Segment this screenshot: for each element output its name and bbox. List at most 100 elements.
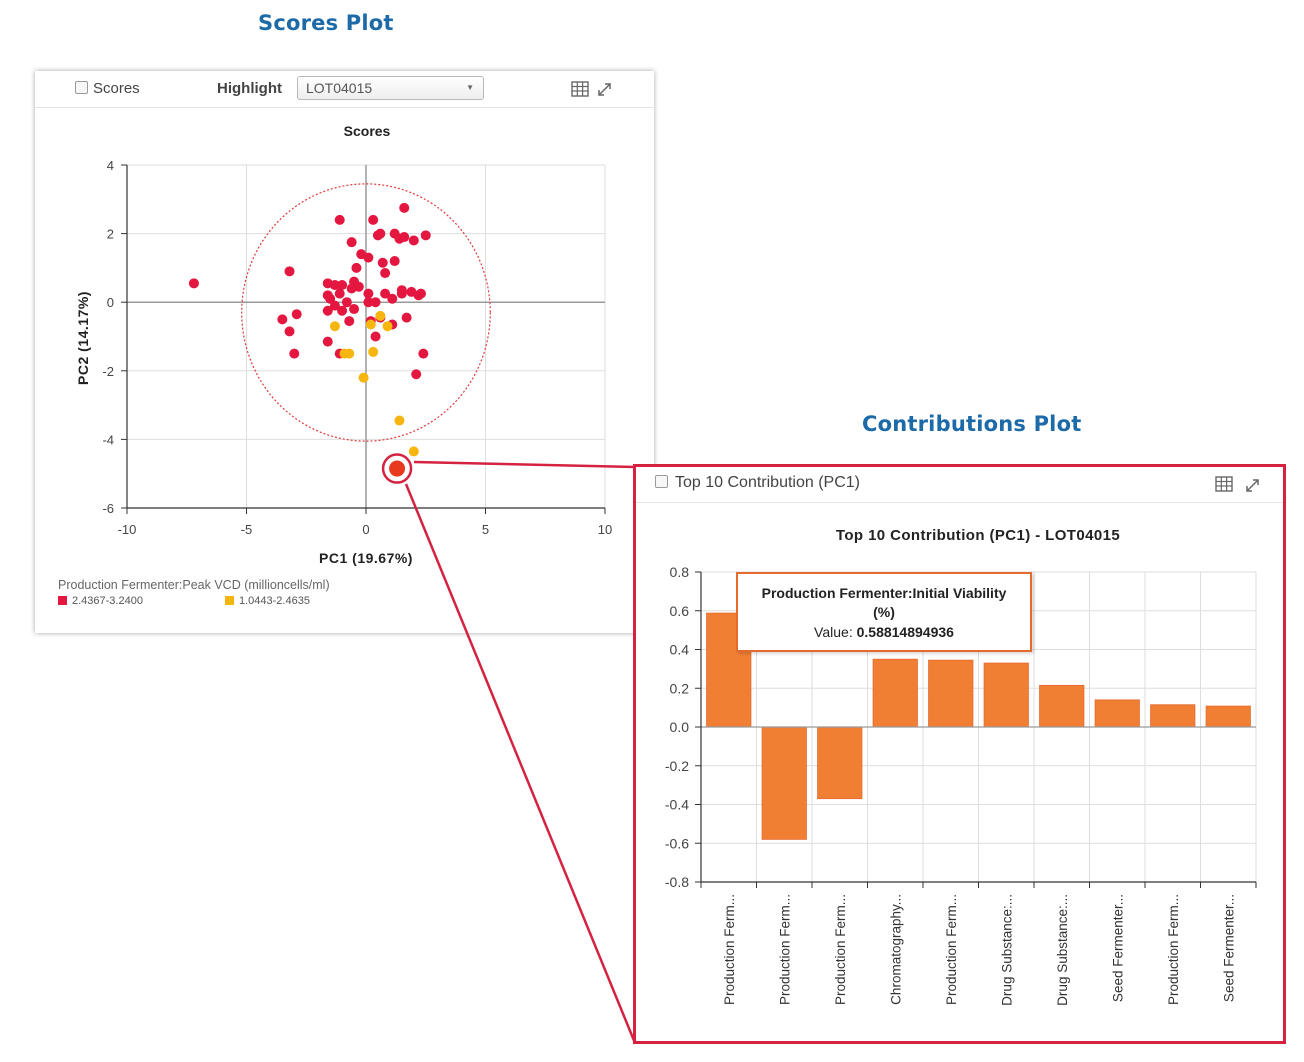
- score-point[interactable]: [349, 304, 360, 315]
- x-tick-label: Production Ferm...: [722, 894, 737, 1005]
- legend-item-high[interactable]: 2.4367-3.2400: [58, 595, 143, 607]
- score-point[interactable]: [358, 372, 369, 383]
- score-point[interactable]: [291, 309, 302, 320]
- score-point[interactable]: [377, 257, 388, 268]
- contribution-bar[interactable]: [1205, 705, 1251, 728]
- score-point[interactable]: [363, 297, 374, 308]
- x-tick-label: Drug Substance:...: [1055, 894, 1070, 1006]
- scores-plot-heading: Scores Plot: [258, 11, 394, 35]
- score-point[interactable]: [346, 237, 357, 248]
- score-point[interactable]: [341, 297, 352, 308]
- y-tick-label: -0.2: [665, 758, 689, 774]
- table-icon[interactable]: [1215, 476, 1233, 492]
- score-point[interactable]: [329, 280, 340, 291]
- score-point[interactable]: [329, 321, 340, 332]
- highlight-dropdown-value: LOT04015: [306, 80, 373, 96]
- chevron-down-icon: ▼: [466, 83, 474, 92]
- score-point[interactable]: [284, 266, 295, 277]
- y-tick-label: -0.4: [665, 797, 689, 813]
- score-point[interactable]: [363, 288, 374, 299]
- tooltip-value-label: Value:: [814, 624, 853, 640]
- legend-swatch-yellow: [225, 596, 234, 605]
- score-point[interactable]: [396, 285, 407, 296]
- contribution-bar[interactable]: [928, 659, 974, 728]
- legend-swatch-red: [58, 596, 67, 605]
- score-point[interactable]: [284, 326, 295, 337]
- contributions-checkbox[interactable]: [655, 475, 668, 488]
- table-icon[interactable]: [571, 81, 589, 97]
- score-point[interactable]: [322, 290, 333, 301]
- score-point[interactable]: [334, 288, 345, 299]
- highlight-dropdown[interactable]: LOT04015 ▼: [297, 76, 484, 100]
- score-point[interactable]: [344, 316, 355, 327]
- score-point[interactable]: [337, 280, 348, 291]
- score-point[interactable]: [370, 331, 381, 342]
- score-point[interactable]: [289, 348, 300, 359]
- score-point[interactable]: [401, 312, 412, 323]
- score-point[interactable]: [337, 305, 348, 316]
- scores-chart: Scores -10 -5 0 5 10 -6 -4 -2 0 2 4 PC1 (19.67%) P…: [75, 123, 612, 566]
- contributions-checkbox-label: Top 10 Contribution (PC1): [675, 474, 860, 491]
- y-tick-label: 4: [107, 158, 114, 173]
- score-point[interactable]: [399, 232, 410, 243]
- score-point[interactable]: [408, 446, 419, 457]
- contribution-bar[interactable]: [817, 726, 863, 800]
- y-tick-label: 0.0: [670, 719, 690, 735]
- score-point[interactable]: [375, 228, 386, 239]
- x-axis-label: PC1 (19.67%): [319, 550, 413, 566]
- x-tick-label: -5: [241, 522, 253, 537]
- score-point[interactable]: [329, 300, 340, 311]
- expand-icon[interactable]: [597, 82, 612, 97]
- score-point[interactable]: [346, 283, 357, 294]
- contribution-bar[interactable]: [983, 662, 1029, 728]
- score-point[interactable]: [418, 348, 429, 359]
- score-point[interactable]: [387, 293, 398, 304]
- score-point[interactable]: [322, 305, 333, 316]
- legend-item-label: 2.4367-3.2400: [72, 595, 143, 607]
- score-point[interactable]: [399, 202, 410, 213]
- scores-checkbox[interactable]: [75, 81, 88, 94]
- legend-item-low[interactable]: 1.0443-2.4635: [225, 595, 310, 607]
- score-point[interactable]: [334, 214, 345, 225]
- score-point[interactable]: [363, 252, 374, 263]
- score-point[interactable]: [408, 235, 419, 246]
- score-point[interactable]: [322, 336, 333, 347]
- score-point[interactable]: [368, 346, 379, 357]
- contribution-bar[interactable]: [1150, 704, 1196, 728]
- tooltip-value-row: Value: 0.58814894936: [738, 624, 1030, 640]
- contribution-bar[interactable]: [1094, 699, 1140, 728]
- contribution-bar[interactable]: [872, 658, 918, 728]
- score-point[interactable]: [380, 268, 391, 279]
- score-point[interactable]: [351, 262, 362, 273]
- scores-points: [188, 202, 431, 484]
- contribution-bar[interactable]: [761, 726, 807, 840]
- contribution-bar[interactable]: [1039, 684, 1085, 728]
- highlighted-point[interactable]: [389, 460, 406, 477]
- score-point[interactable]: [368, 214, 379, 225]
- expand-icon[interactable]: [1245, 478, 1260, 493]
- score-point[interactable]: [370, 297, 381, 308]
- score-point[interactable]: [344, 348, 355, 359]
- score-point[interactable]: [394, 415, 405, 426]
- score-point[interactable]: [365, 319, 376, 330]
- score-point[interactable]: [389, 256, 400, 267]
- y-tick-label: 0.4: [670, 642, 690, 658]
- score-point[interactable]: [188, 278, 199, 289]
- score-point[interactable]: [277, 314, 288, 325]
- x-tick-label: 0: [362, 522, 369, 537]
- contributions-bars: [706, 612, 1251, 840]
- contributions-chart: Top 10 Contribution (PC1) - LOT04015 -0.…: [665, 527, 1257, 1006]
- score-point[interactable]: [420, 230, 431, 241]
- y-axis-label: PC2 (14.17%): [75, 291, 91, 385]
- score-point[interactable]: [382, 321, 393, 332]
- contributions-plot-heading: Contributions Plot: [862, 412, 1082, 436]
- scores-chart-title: Scores: [344, 123, 391, 139]
- y-tick-label: -2: [102, 364, 114, 379]
- tooltip-title: Production Fermenter:Initial Viability (…: [761, 585, 1007, 620]
- scores-axes: -10 -5 0 5 10 -6 -4 -2 0 2 4: [102, 158, 612, 537]
- score-point[interactable]: [380, 288, 391, 299]
- score-point[interactable]: [411, 369, 422, 380]
- x-tick-label: Seed Fermenter...: [1110, 894, 1125, 1002]
- score-point[interactable]: [375, 310, 386, 321]
- score-point[interactable]: [413, 290, 424, 301]
